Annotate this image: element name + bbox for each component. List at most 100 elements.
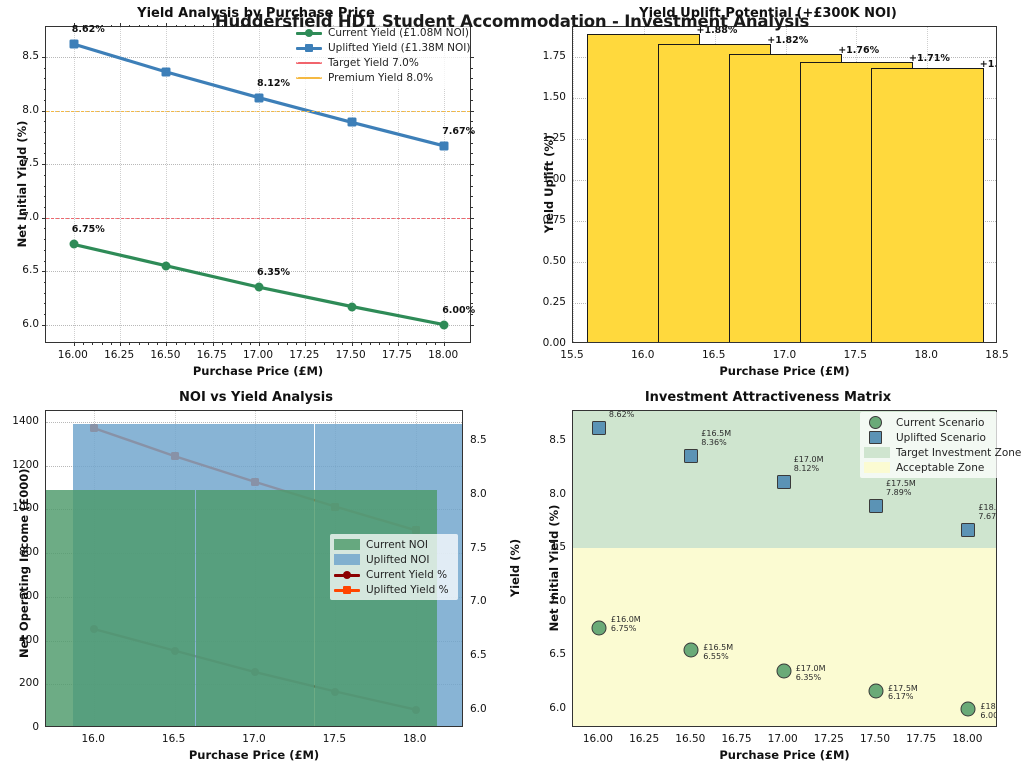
x-tickmark-top [73, 23, 75, 27]
legend-label: Acceptable Zone [896, 461, 985, 474]
x-tick-label: 17.50 [335, 349, 366, 361]
data-point-current-3 [347, 302, 357, 311]
y-tickmark-minor [43, 260, 46, 262]
y-right-tickmark-minor [996, 246, 997, 247]
legend-label: Current NOI [366, 538, 428, 551]
legend-item: Uplifted Yield % [334, 582, 453, 597]
x-tickmark [573, 342, 574, 343]
panel-attractiveness-matrix: Investment Attractiveness Matrix £16.0M 6… [512, 384, 1024, 768]
y-right-tickmark-minor [996, 156, 997, 157]
x-tick-label: 16.75 [196, 349, 227, 361]
x-tickmark-minor [913, 726, 914, 727]
xlabel-attractiveness-matrix: Purchase Price (£M) [719, 748, 850, 762]
x-tickmark-minor-top [222, 24, 223, 27]
legend-item: Target Investment Zone [864, 445, 1021, 460]
y-right-tickmark-minor [996, 270, 997, 271]
x-tick-label: 17.75 [381, 349, 412, 361]
annotation-line: 8.36% [701, 437, 727, 447]
annotation-line: 8.12% [793, 463, 820, 473]
current-noi-bar-4 [356, 489, 437, 726]
legend-key [334, 538, 360, 551]
y-tick-label: 0.00 [542, 337, 566, 349]
y-right-tickmark-minor [470, 196, 473, 198]
y-tickmark-minor [572, 336, 573, 337]
annotation-line: £16.0M [610, 615, 641, 625]
y-right-tickmark [996, 139, 997, 140]
y-tick-label: 6.5 [549, 648, 566, 661]
uplifted-scenario-point-2 [776, 474, 791, 489]
xlabel-yield-uplift: Purchase Price (£M) [719, 364, 850, 378]
annotation-line: 6.35% [795, 673, 822, 683]
x-tick-label: 18.0 [403, 733, 427, 745]
y-right-tickmark [462, 549, 463, 550]
y-tickmark-minor [43, 78, 46, 80]
data-point-uplifted-0 [69, 39, 79, 49]
y-tick-label: 0.75 [542, 214, 566, 227]
y-right-tickmark-minor [996, 666, 997, 667]
y-right-tickmark [996, 57, 997, 58]
x-tickmark-minor-top [268, 24, 270, 27]
y-right-tickmark-minor [996, 131, 997, 132]
legend-attractiveness-matrix: Current Scenario Uplifted Scenario Target … [860, 412, 1021, 478]
y-tickmark-minor [572, 115, 573, 116]
x-tickmark-minor [240, 342, 242, 345]
x-tickmark-minor [129, 342, 131, 345]
y-right-tickmark-minor [470, 174, 473, 176]
x-tickmark-minor [719, 726, 720, 727]
y-right-tickmark-minor [996, 537, 997, 538]
x-tickmark-minor [743, 342, 744, 343]
gridline-vertical [166, 27, 168, 342]
gridline-vertical [397, 27, 399, 342]
y-tickmark [572, 98, 573, 99]
x-tickmark [444, 342, 446, 346]
current-scenario-point-1 [683, 642, 699, 658]
legend-patch [334, 554, 360, 565]
y-right-tickmark-minor [996, 164, 997, 165]
x-tickmark-minor [587, 342, 588, 343]
y-tickmark [572, 57, 573, 58]
x-tick-label: 16.00 [582, 733, 613, 745]
current-annotation-2: £17.0M 6.35% [795, 664, 826, 683]
x-tickmark [212, 342, 214, 346]
y-right-tickmark-minor [462, 699, 463, 700]
x-tickmark-minor [83, 342, 84, 345]
x-tick-label: 16.25 [629, 733, 660, 745]
legend-item: Premium Yield 8.0% [296, 70, 465, 85]
x-tickmark-minor [157, 342, 159, 345]
data-label: 8.62% [71, 24, 105, 36]
y-tick-label: 1.50 [542, 91, 566, 104]
x-tickmark-minor [765, 726, 766, 727]
x-tickmark-minor [239, 726, 240, 727]
y-right-tickmark-minor [996, 229, 997, 230]
x-tickmark [94, 726, 95, 727]
bar-label-1: +1.82% [767, 34, 809, 46]
data-label: 6.35% [257, 267, 290, 279]
current-scenario-point-3 [868, 683, 884, 698]
y-right-tickmark-minor [996, 147, 997, 148]
x-tick-label: 17.25 [813, 733, 844, 745]
y-right-tickmark-minor [996, 205, 997, 206]
x-tickmark-minor [959, 726, 960, 727]
y-tickmark-minor [43, 314, 46, 315]
y-tickmark-minor [43, 153, 46, 155]
y-tickmark-minor [43, 196, 46, 198]
y-tickmark-minor [572, 238, 573, 239]
x-tickmark-minor [793, 726, 794, 727]
ylabel-attractiveness-matrix: Net Initial Yield (%) [547, 504, 561, 632]
x-tickmark-minor [636, 726, 637, 727]
y-tickmark [42, 110, 46, 112]
y-tickmark-minor [43, 185, 46, 187]
x-tickmark-minor [941, 342, 942, 343]
x-tickmark [784, 726, 785, 727]
x-tickmark-top [212, 23, 214, 27]
legend-dash-line [296, 62, 322, 64]
y-tick-label: 400 [18, 633, 39, 646]
y-right-tick-label: 7.0 [470, 595, 487, 608]
y-tickmark-minor [572, 90, 573, 91]
y-right-tickmark-minor [996, 559, 997, 560]
gridline-vertical [444, 27, 446, 342]
y-right-tickmark-minor [996, 527, 997, 528]
gridline-horizontal [46, 324, 470, 326]
y-right-tickmark [462, 441, 463, 442]
x-tickmark [599, 726, 600, 727]
